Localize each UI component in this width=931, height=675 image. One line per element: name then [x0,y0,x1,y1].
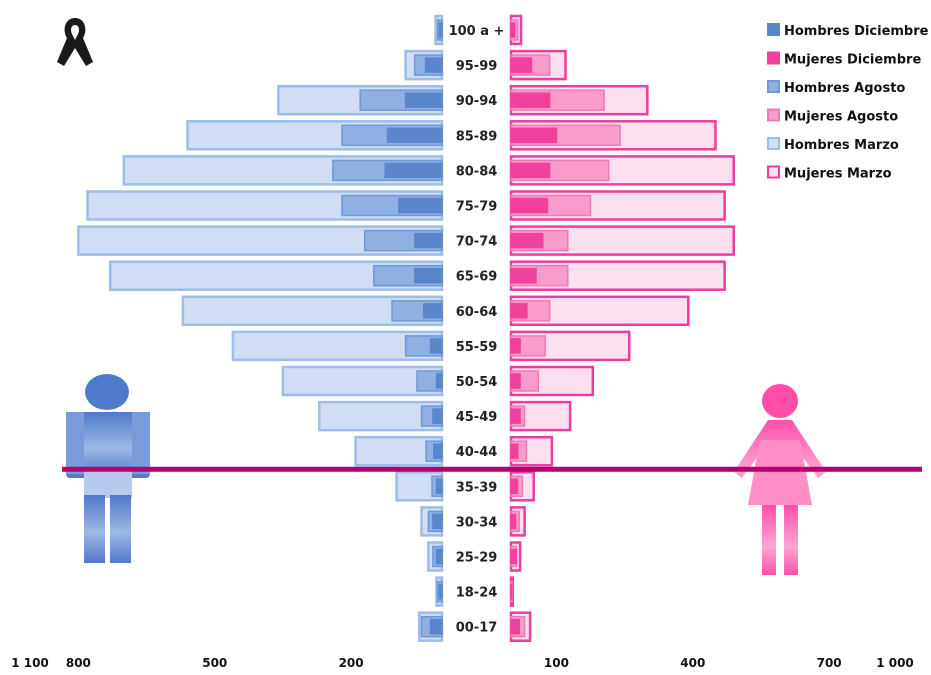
bar-hombres-diciembre-30-34 [432,513,443,530]
bar-hombres-diciembre-65-69 [413,267,443,284]
bar-hombres-diciembre-95-99 [424,57,443,73]
legend-label: Mujeres Agosto [784,110,898,125]
legend-swatch [767,80,780,93]
x-tick-label-left: 800 [66,656,91,670]
x-tick-label-left: 500 [202,656,227,670]
category-labels: 100 a + 95-99 90-94 85-89 80-84 75-79 70-74 65-… [449,24,505,636]
legend-swatch [767,23,780,36]
x-tick-label-right: 400 [680,656,705,670]
bar-hombres-diciembre-40-44 [433,443,443,459]
category-label: 100 a + [449,24,505,39]
bar-mujeres-diciembre-40-44 [510,443,519,459]
legend-label: Mujeres Diciembre [784,53,921,68]
bar-mujeres-diciembre-50-54 [510,373,521,389]
category-label: 75-79 [456,200,498,215]
category-label: 50-54 [456,375,498,390]
category-label: 65-69 [456,270,498,285]
x-axis-ticks: 1 100 800 500 200 100 400 700 1 000 [11,656,914,670]
bars-layer [77,14,735,642]
bar-hombres-diciembre-85-89 [386,127,443,144]
category-label: 40-44 [456,445,498,460]
bar-hombres-diciembre-55-59 [429,338,443,354]
category-label: 95-99 [456,59,498,74]
bar-hombres-diciembre-70-74 [413,232,443,249]
category-label: 25-29 [456,551,498,566]
legend-label: Mujeres Marzo [784,167,892,182]
category-label: 60-64 [456,305,498,320]
bar-mujeres-diciembre-35-39 [510,478,519,495]
bar-hombres-diciembre-50-54 [435,373,443,389]
male-figure-icon [66,374,150,563]
bar-hombres-diciembre-18-24 [438,583,443,600]
x-tick-label-right: 700 [817,656,842,670]
category-label: 90-94 [456,94,498,109]
bar-mujeres-diciembre-95-99 [510,57,533,73]
bar-hombres-marzo-50-54 [281,365,444,397]
bar-hombres-diciembre-75-79 [398,197,443,214]
bar-hombres-diciembre-35-39 [435,478,443,495]
category-label: 45-49 [456,410,498,425]
bar-mujeres-diciembre-90-94 [510,92,551,108]
legend: Hombres Diciembre Mujeres Diciembre Hombre… [767,23,929,182]
bar-mujeres-diciembre-85-89 [510,127,558,144]
legend-swatch [767,137,780,150]
category-label: 35-39 [456,480,498,495]
female-figure-icon [734,384,826,575]
category-label: 70-74 [456,235,498,250]
bar-mujeres-diciembre-00-17 [510,618,520,635]
bar-hombres-diciembre-45-49 [432,408,443,424]
category-label: 55-59 [456,340,498,355]
legend-label: Hombres Marzo [784,138,899,153]
bar-mujeres-diciembre-60-64 [510,303,528,319]
bar-hombres-diciembre-90-94 [404,92,443,108]
category-label: 00-17 [456,621,498,636]
legend-label: Hombres Agosto [784,81,905,96]
x-tick-label-left: 200 [339,656,364,670]
mourning-ribbon-icon [57,18,93,66]
bar-hombres-diciembre-80-84 [384,162,443,179]
bar-mujeres-diciembre-100a+ [510,22,516,38]
category-label: 80-84 [456,164,498,179]
bar-mujeres-diciembre-70-74 [510,232,544,249]
x-tick-label-right: 100 [544,656,569,670]
bar-mujeres-diciembre-80-84 [510,162,551,179]
legend-label: Hombres Diciembre [784,24,929,39]
bar-mujeres-diciembre-45-49 [510,408,521,424]
bar-mujeres-diciembre-25-29 [510,548,518,565]
x-tick-label-left: 1 100 [11,656,49,670]
bar-mujeres-diciembre-30-34 [510,513,517,530]
bar-mujeres-diciembre-75-79 [510,197,549,214]
legend-swatch [767,165,780,179]
bar-mujeres-diciembre-18-24 [510,583,513,600]
bar-mujeres-diciembre-65-69 [510,267,537,284]
bar-hombres-diciembre-60-64 [423,303,443,319]
bar-hombres-diciembre-100a+ [438,22,443,38]
category-label: 18-24 [456,586,498,601]
bar-hombres-diciembre-00-17 [429,618,443,635]
bar-hombres-diciembre-25-29 [435,548,443,565]
bar-mujeres-diciembre-55-59 [510,338,521,354]
category-label: 85-89 [456,129,498,144]
legend-swatch [767,51,780,65]
legend-swatch [767,108,780,122]
x-tick-label-right: 1 000 [876,656,914,670]
category-label: 30-34 [456,515,498,530]
